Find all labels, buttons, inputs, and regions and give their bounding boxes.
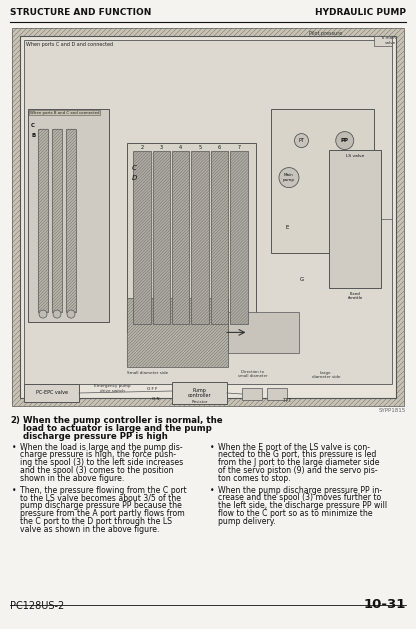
- Text: valve as shown in the above figure.: valve as shown in the above figure.: [20, 525, 159, 533]
- Text: Pump
controller: Pump controller: [188, 387, 211, 398]
- Bar: [28, 109, 109, 322]
- Bar: [270, 109, 374, 253]
- Text: Resistor: Resistor: [191, 400, 208, 404]
- Text: and the spool (3) comes to the position: and the spool (3) comes to the position: [20, 466, 173, 475]
- Text: 7: 7: [238, 145, 241, 150]
- Text: pump discharge pressure PP because the: pump discharge pressure PP because the: [20, 501, 182, 510]
- Text: STRUCTURE AND FUNCTION: STRUCTURE AND FUNCTION: [10, 8, 151, 17]
- Text: 5: 5: [198, 145, 202, 150]
- Text: To main
valve: To main valve: [380, 36, 396, 45]
- Text: nected to the G port, this pressure is led: nected to the G port, this pressure is l…: [218, 450, 376, 459]
- Bar: [38, 129, 48, 312]
- Text: 2: 2: [140, 145, 144, 150]
- Text: O N: O N: [152, 397, 159, 401]
- Bar: [374, 36, 392, 46]
- Bar: [242, 388, 262, 400]
- Circle shape: [336, 131, 354, 150]
- Bar: [153, 151, 170, 325]
- Text: B: B: [31, 133, 35, 138]
- Text: the left side, the discharge pressure PP will: the left side, the discharge pressure PP…: [218, 501, 387, 510]
- Text: TTT: TTT: [282, 398, 292, 403]
- Circle shape: [53, 310, 61, 318]
- Text: from the J port to the large diameter side: from the J port to the large diameter si…: [218, 458, 379, 467]
- Bar: [66, 129, 76, 312]
- Text: HYDRAULIC PUMP: HYDRAULIC PUMP: [315, 8, 406, 17]
- Text: SYPP1815: SYPP1815: [379, 408, 406, 413]
- Text: When the E port of the LS valve is con-: When the E port of the LS valve is con-: [218, 443, 370, 452]
- Text: ton comes to stop.: ton comes to stop.: [218, 474, 291, 483]
- Text: Small diameter side: Small diameter side: [127, 371, 168, 375]
- Text: G: G: [300, 277, 304, 282]
- Text: to the LS valve becomes about 3/5 of the: to the LS valve becomes about 3/5 of the: [20, 493, 181, 503]
- Bar: [24, 384, 79, 402]
- Bar: [329, 150, 381, 287]
- Text: O F F: O F F: [147, 387, 158, 391]
- Bar: [228, 312, 299, 353]
- Text: discharge pressure PP is high: discharge pressure PP is high: [23, 432, 168, 442]
- Text: D: D: [132, 175, 137, 181]
- Text: PC128US-2: PC128US-2: [10, 601, 64, 611]
- Circle shape: [39, 310, 47, 318]
- Text: of the servo piston (9) and the servo pis-: of the servo piston (9) and the servo pi…: [218, 466, 378, 475]
- Text: ing the spool (3) to the left side increases: ing the spool (3) to the left side incre…: [20, 458, 183, 467]
- Text: the C port to the D port through the LS: the C port to the D port through the LS: [20, 517, 172, 526]
- Text: crease and the spool (3) moves further to: crease and the spool (3) moves further t…: [218, 493, 381, 503]
- Text: Then, the pressure flowing from the C port: Then, the pressure flowing from the C po…: [20, 486, 187, 494]
- Text: shown in the above figure.: shown in the above figure.: [20, 474, 124, 483]
- Bar: [127, 298, 228, 367]
- Bar: [52, 129, 62, 312]
- Bar: [172, 151, 189, 325]
- Text: load to actuator is large and the pump: load to actuator is large and the pump: [23, 424, 212, 433]
- Text: Fixed
throttle: Fixed throttle: [348, 292, 363, 300]
- Text: pressure from the A port partly flows from: pressure from the A port partly flows fr…: [20, 509, 185, 518]
- Text: •: •: [12, 443, 17, 452]
- Text: When ports C and D and connected: When ports C and D and connected: [26, 42, 113, 47]
- Text: When the pump discharge pressure PP in-: When the pump discharge pressure PP in-: [218, 486, 382, 494]
- Bar: [230, 151, 248, 325]
- Text: C: C: [31, 123, 35, 128]
- Bar: [172, 382, 227, 404]
- Text: 4: 4: [179, 145, 182, 150]
- Text: charge pressure is high, the force push-: charge pressure is high, the force push-: [20, 450, 176, 459]
- Bar: [127, 143, 256, 332]
- Text: PP: PP: [341, 138, 349, 143]
- Bar: [133, 151, 151, 325]
- Text: Pilot pressure: Pilot pressure: [309, 31, 342, 36]
- Text: flow to the C port so as to minimize the: flow to the C port so as to minimize the: [218, 509, 373, 518]
- Circle shape: [295, 133, 309, 148]
- Text: 3: 3: [160, 145, 163, 150]
- Text: •: •: [210, 443, 215, 452]
- Bar: [20, 36, 396, 398]
- Text: Main
pump: Main pump: [283, 174, 295, 182]
- Text: 10-31: 10-31: [364, 598, 406, 611]
- Text: When the load is large and the pump dis-: When the load is large and the pump dis-: [20, 443, 183, 452]
- Bar: [191, 151, 209, 325]
- Text: 2): 2): [10, 416, 20, 425]
- Bar: [24, 40, 392, 384]
- Bar: [267, 388, 287, 400]
- Text: Large
diameter side: Large diameter side: [312, 371, 340, 379]
- Text: 6: 6: [218, 145, 221, 150]
- Text: •: •: [210, 486, 215, 494]
- Circle shape: [279, 167, 299, 187]
- Text: When the pump controller is normal, the: When the pump controller is normal, the: [23, 416, 223, 425]
- Bar: [211, 151, 228, 325]
- Text: Direction to
small diameter: Direction to small diameter: [238, 370, 267, 379]
- Text: PC-EPC valve: PC-EPC valve: [35, 391, 67, 396]
- Bar: [12, 28, 404, 406]
- Text: LS valve: LS valve: [346, 154, 364, 158]
- Text: C: C: [132, 165, 137, 171]
- Circle shape: [67, 310, 75, 318]
- Text: PT: PT: [299, 138, 305, 143]
- Text: •: •: [12, 486, 17, 494]
- Text: When ports B and C and connected: When ports B and C and connected: [30, 111, 99, 115]
- Text: E: E: [285, 225, 289, 230]
- Text: Emergency pump
drive switch: Emergency pump drive switch: [94, 384, 130, 392]
- Text: pump delivery.: pump delivery.: [218, 517, 276, 526]
